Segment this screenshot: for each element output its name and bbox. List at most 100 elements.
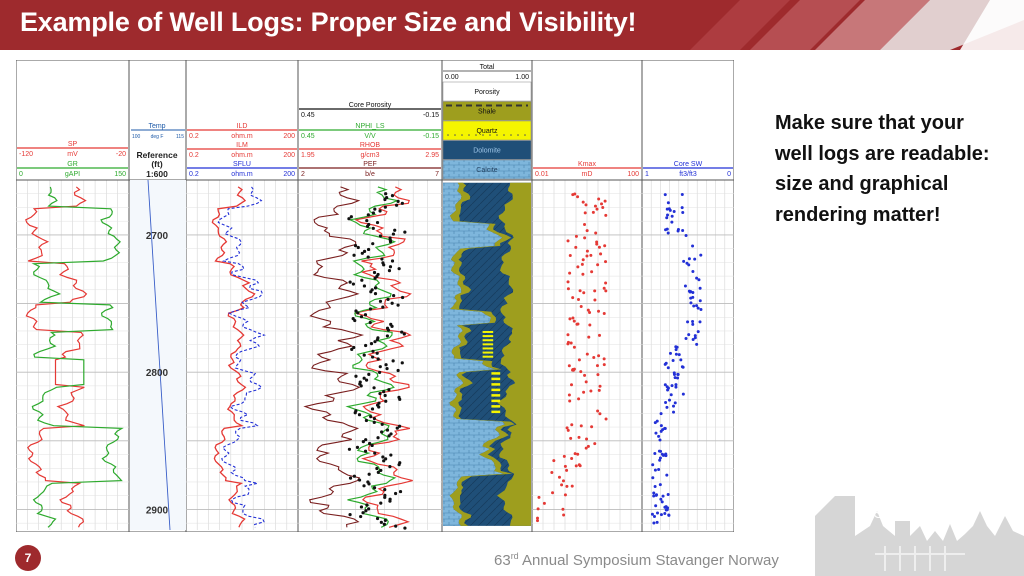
core-sw-point [666,386,670,390]
core-sw-point [683,284,687,288]
legend-label-calcite: Calcite [476,167,498,174]
core-porosity-point [379,501,383,505]
core-sw-point [659,497,663,501]
core-porosity-point [396,368,400,373]
core-sw-point [658,458,662,462]
kmax-point [574,234,578,238]
kmax-point [572,345,576,349]
core-porosity-point [365,219,369,223]
core-porosity-point [362,353,366,357]
kmax-point [585,437,589,441]
core-sw-point [684,336,688,340]
kmax-point [585,229,589,233]
kmax-point [574,464,578,468]
shale-right-fill [497,182,531,526]
core-porosity-point [397,463,401,467]
core-porosity-point [373,276,377,280]
core-sw-point [691,337,695,341]
core-porosity-point [383,197,387,202]
kmax-point [568,271,572,275]
sflu-header-max: 200 [283,171,295,178]
core-sw-point [674,352,678,356]
core-porosity-point [362,484,366,488]
core-porosity-point [378,370,382,375]
sp-header-max: -20 [116,151,126,158]
core-sw-point [657,434,661,438]
quartz-fill [482,339,494,342]
core-porosity-point [372,270,377,275]
title-bar-stripes [690,0,1024,50]
legend-swatch [442,120,532,141]
core-porosity-point [362,249,367,253]
kmax-point [576,297,580,301]
kmax-point [595,207,599,211]
kmax-point [604,289,608,293]
core-porosity-point [388,499,392,503]
kmax-point [604,281,608,285]
quartz-pattern [503,134,505,136]
kmax-point [590,270,594,274]
core-porosity-point [403,526,407,530]
core-sw-point [650,512,654,516]
quartz-pattern [454,134,456,136]
core-sw-point [663,511,667,515]
kmax-point [599,252,603,256]
core-porosity-point [382,522,386,526]
core-porosity-point [368,441,372,446]
core-porosity-point [362,376,366,380]
ild-curve [211,186,256,528]
gr-header-name: GR [67,161,78,168]
core-sw-point [673,376,677,380]
kmax-point [598,333,602,337]
quartz-fill [491,372,501,375]
kmax-point [589,253,593,257]
sflu-header-name: SFLU [233,161,251,168]
core-sw-header-max: 0 [727,171,731,178]
kmax-point [572,367,576,371]
core-sw-point [674,385,678,389]
rhob-header-min: 1.95 [301,152,315,159]
pef-header-min: 2 [301,171,305,178]
core-sw-header-min: 1 [645,171,649,178]
depth-track-bg [130,180,186,530]
core-sw-point [674,383,678,387]
core-sw-point [665,473,669,477]
core-porosity-point [353,318,357,323]
kmax-header-name: Kmax [578,161,596,168]
core-porosity-point [382,263,386,267]
quartz-pattern [482,134,484,136]
kmax-point [582,390,586,394]
core-sw-point [680,192,684,196]
footer-ordinal: 63 [494,552,511,569]
core-sw-point [664,361,668,365]
pef-curve [303,186,365,528]
core-sw-point [657,468,661,472]
core-porosity-point [394,524,398,528]
legend-label-shale: Shale [478,109,496,116]
core-porosity-point [367,507,371,511]
kmax-point [602,312,606,316]
temp-min: 100 [132,134,141,140]
kmax-point [542,501,546,505]
quartz-pattern [496,134,498,136]
rhob-header-name: RHOB [360,142,381,149]
core-sw-point [654,431,658,435]
sp-curve [25,186,88,528]
core-sw-point [691,270,695,274]
core-porosity-point [391,359,395,363]
kmax-point [576,265,580,269]
core-sw-point [668,208,672,212]
kmax-point [604,213,608,217]
core-porosity-point [393,491,398,496]
core-porosity-point [364,378,369,382]
quartz-pattern [468,134,470,136]
core-sw-point [658,483,662,487]
kmax-point [592,356,596,360]
core-porosity-point [378,299,383,303]
nphi-header-max: -0.15 [423,133,439,140]
kmax-point [573,452,577,456]
core-porosity-point [359,505,364,509]
footer-rest: Annual Symposium Stavanger Norway [518,552,779,569]
core-porosity-point [371,211,375,215]
kmax-point [550,471,554,475]
